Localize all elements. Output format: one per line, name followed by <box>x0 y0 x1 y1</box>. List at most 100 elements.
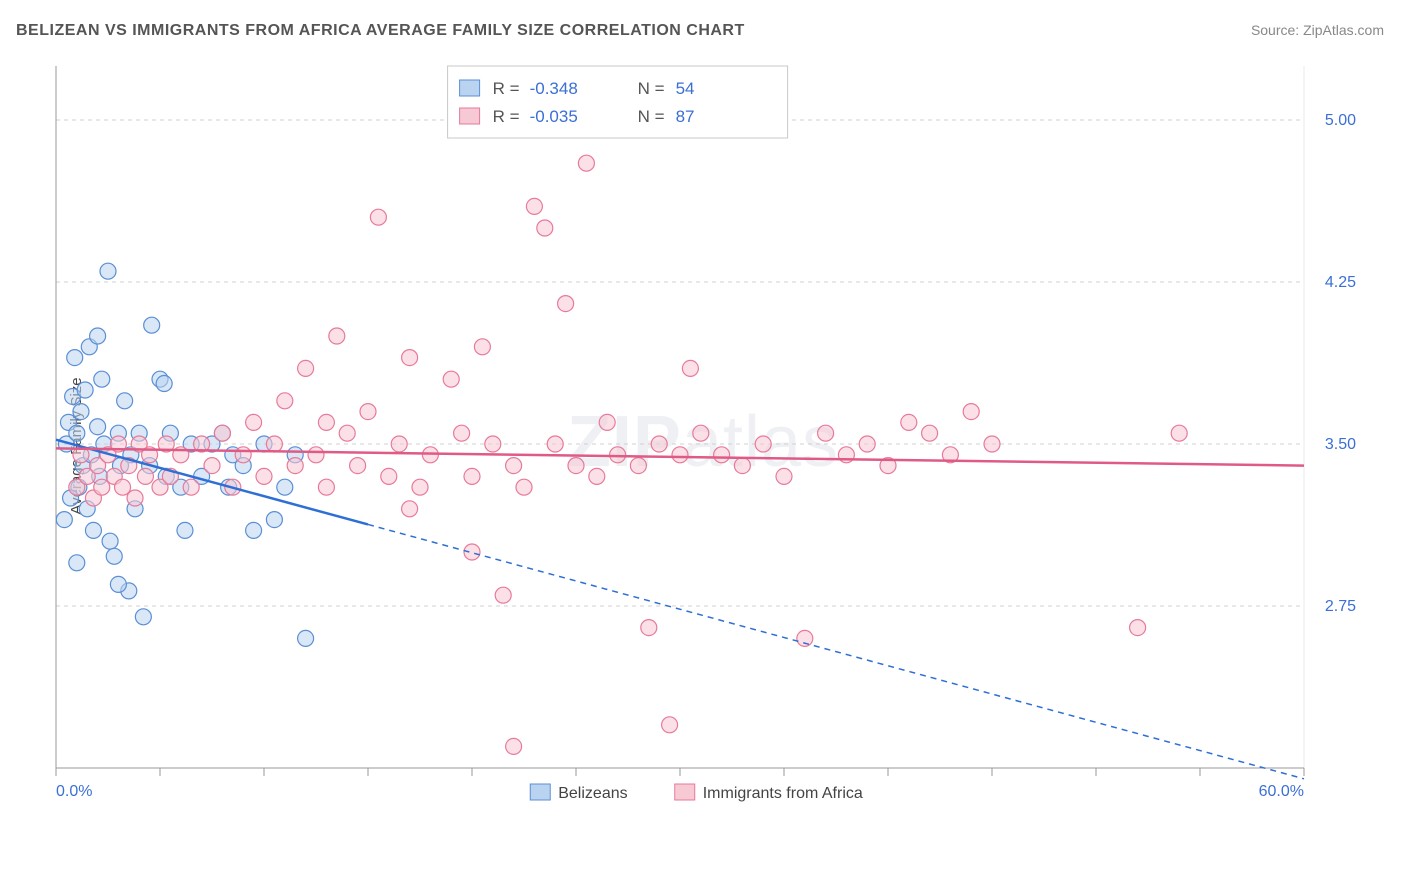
scatter-point <box>73 404 89 420</box>
scatter-point <box>339 425 355 441</box>
scatter-point <box>350 458 366 474</box>
scatter-point <box>464 544 480 560</box>
scatter-point <box>106 548 122 564</box>
scatter-point <box>526 198 542 214</box>
stats-n-value: 54 <box>676 79 695 98</box>
scatter-point <box>85 522 101 538</box>
scatter-point <box>901 414 917 430</box>
scatter-point <box>402 501 418 517</box>
scatter-point <box>266 512 282 528</box>
scatter-point <box>443 371 459 387</box>
scatter-point <box>714 447 730 463</box>
scatter-point <box>506 458 522 474</box>
scatter-point <box>984 436 1000 452</box>
scatter-point <box>464 468 480 484</box>
scatter-point <box>506 738 522 754</box>
scatter-point <box>156 376 172 392</box>
scatter-point <box>1171 425 1187 441</box>
scatter-point <box>682 360 698 376</box>
scatter-point <box>734 458 750 474</box>
scatter-point <box>547 436 563 452</box>
legend-label: Immigrants from Africa <box>703 785 863 802</box>
scatter-point <box>69 555 85 571</box>
scatter-point <box>204 458 220 474</box>
stats-swatch <box>460 80 480 96</box>
scatter-point <box>589 468 605 484</box>
scatter-point <box>402 350 418 366</box>
scatter-point <box>246 522 262 538</box>
scatter-point <box>537 220 553 236</box>
scatter-point <box>127 490 143 506</box>
scatter-point <box>641 620 657 636</box>
scatter-point <box>318 479 334 495</box>
scatter-point <box>277 479 293 495</box>
stats-r-label: R = <box>493 107 520 126</box>
scatter-point <box>102 533 118 549</box>
scatter-point <box>568 458 584 474</box>
scatter-point <box>94 479 110 495</box>
scatter-point <box>391 436 407 452</box>
scatter-point <box>266 436 282 452</box>
scatter-point <box>693 425 709 441</box>
scatter-point <box>287 458 303 474</box>
scatter-point <box>558 296 574 312</box>
scatter-point <box>69 425 85 441</box>
scatter-point <box>922 425 938 441</box>
stats-swatch <box>460 108 480 124</box>
scatter-point <box>963 404 979 420</box>
legend-label: Belizeans <box>558 785 627 802</box>
scatter-point <box>110 576 126 592</box>
scatter-point <box>859 436 875 452</box>
stats-n-label: N = <box>638 107 665 126</box>
scatter-point <box>370 209 386 225</box>
scatter-point <box>755 436 771 452</box>
scatter-point <box>308 447 324 463</box>
scatter-point <box>67 350 83 366</box>
scatter-point <box>412 479 428 495</box>
scatter-point <box>651 436 667 452</box>
scatter-point <box>100 263 116 279</box>
scatter-point <box>797 630 813 646</box>
scatter-point <box>77 382 93 398</box>
scatter-point <box>90 328 106 344</box>
y-axis-tick-label: 3.50 <box>1325 436 1356 453</box>
scatter-point <box>329 328 345 344</box>
scatter-point <box>177 522 193 538</box>
scatter-point <box>318 414 334 430</box>
scatter-point <box>516 479 532 495</box>
scatter-point <box>246 414 262 430</box>
stats-n-label: N = <box>638 79 665 98</box>
y-axis-tick-label: 4.25 <box>1325 274 1356 291</box>
scatter-point <box>117 393 133 409</box>
scatter-point <box>474 339 490 355</box>
scatter-chart: 0.0%60.0%2.753.504.255.00R =-0.348N =54R… <box>44 60 1364 820</box>
y-axis-tick-label: 2.75 <box>1325 598 1356 615</box>
scatter-point <box>256 468 272 484</box>
stats-r-label: R = <box>493 79 520 98</box>
source-attribution: Source: ZipAtlas.com <box>1251 22 1384 38</box>
scatter-point <box>485 436 501 452</box>
legend-swatch <box>675 784 695 800</box>
scatter-point <box>235 447 251 463</box>
scatter-point <box>1130 620 1146 636</box>
stats-legend-box <box>448 66 788 138</box>
stats-r-value: -0.035 <box>530 107 578 126</box>
scatter-point <box>630 458 646 474</box>
scatter-point <box>495 587 511 603</box>
scatter-point <box>360 404 376 420</box>
x-axis-tick-label: 60.0% <box>1259 783 1304 800</box>
scatter-point <box>183 479 199 495</box>
scatter-point <box>298 360 314 376</box>
scatter-point <box>381 468 397 484</box>
scatter-point <box>90 419 106 435</box>
y-axis-tick-label: 5.00 <box>1325 112 1356 129</box>
scatter-point <box>599 414 615 430</box>
scatter-point <box>578 155 594 171</box>
scatter-point <box>277 393 293 409</box>
stats-n-value: 87 <box>676 107 695 126</box>
chart-title: BELIZEAN VS IMMIGRANTS FROM AFRICA AVERA… <box>16 22 745 40</box>
scatter-point <box>94 371 110 387</box>
scatter-point <box>298 630 314 646</box>
scatter-point <box>662 717 678 733</box>
scatter-point <box>135 609 151 625</box>
